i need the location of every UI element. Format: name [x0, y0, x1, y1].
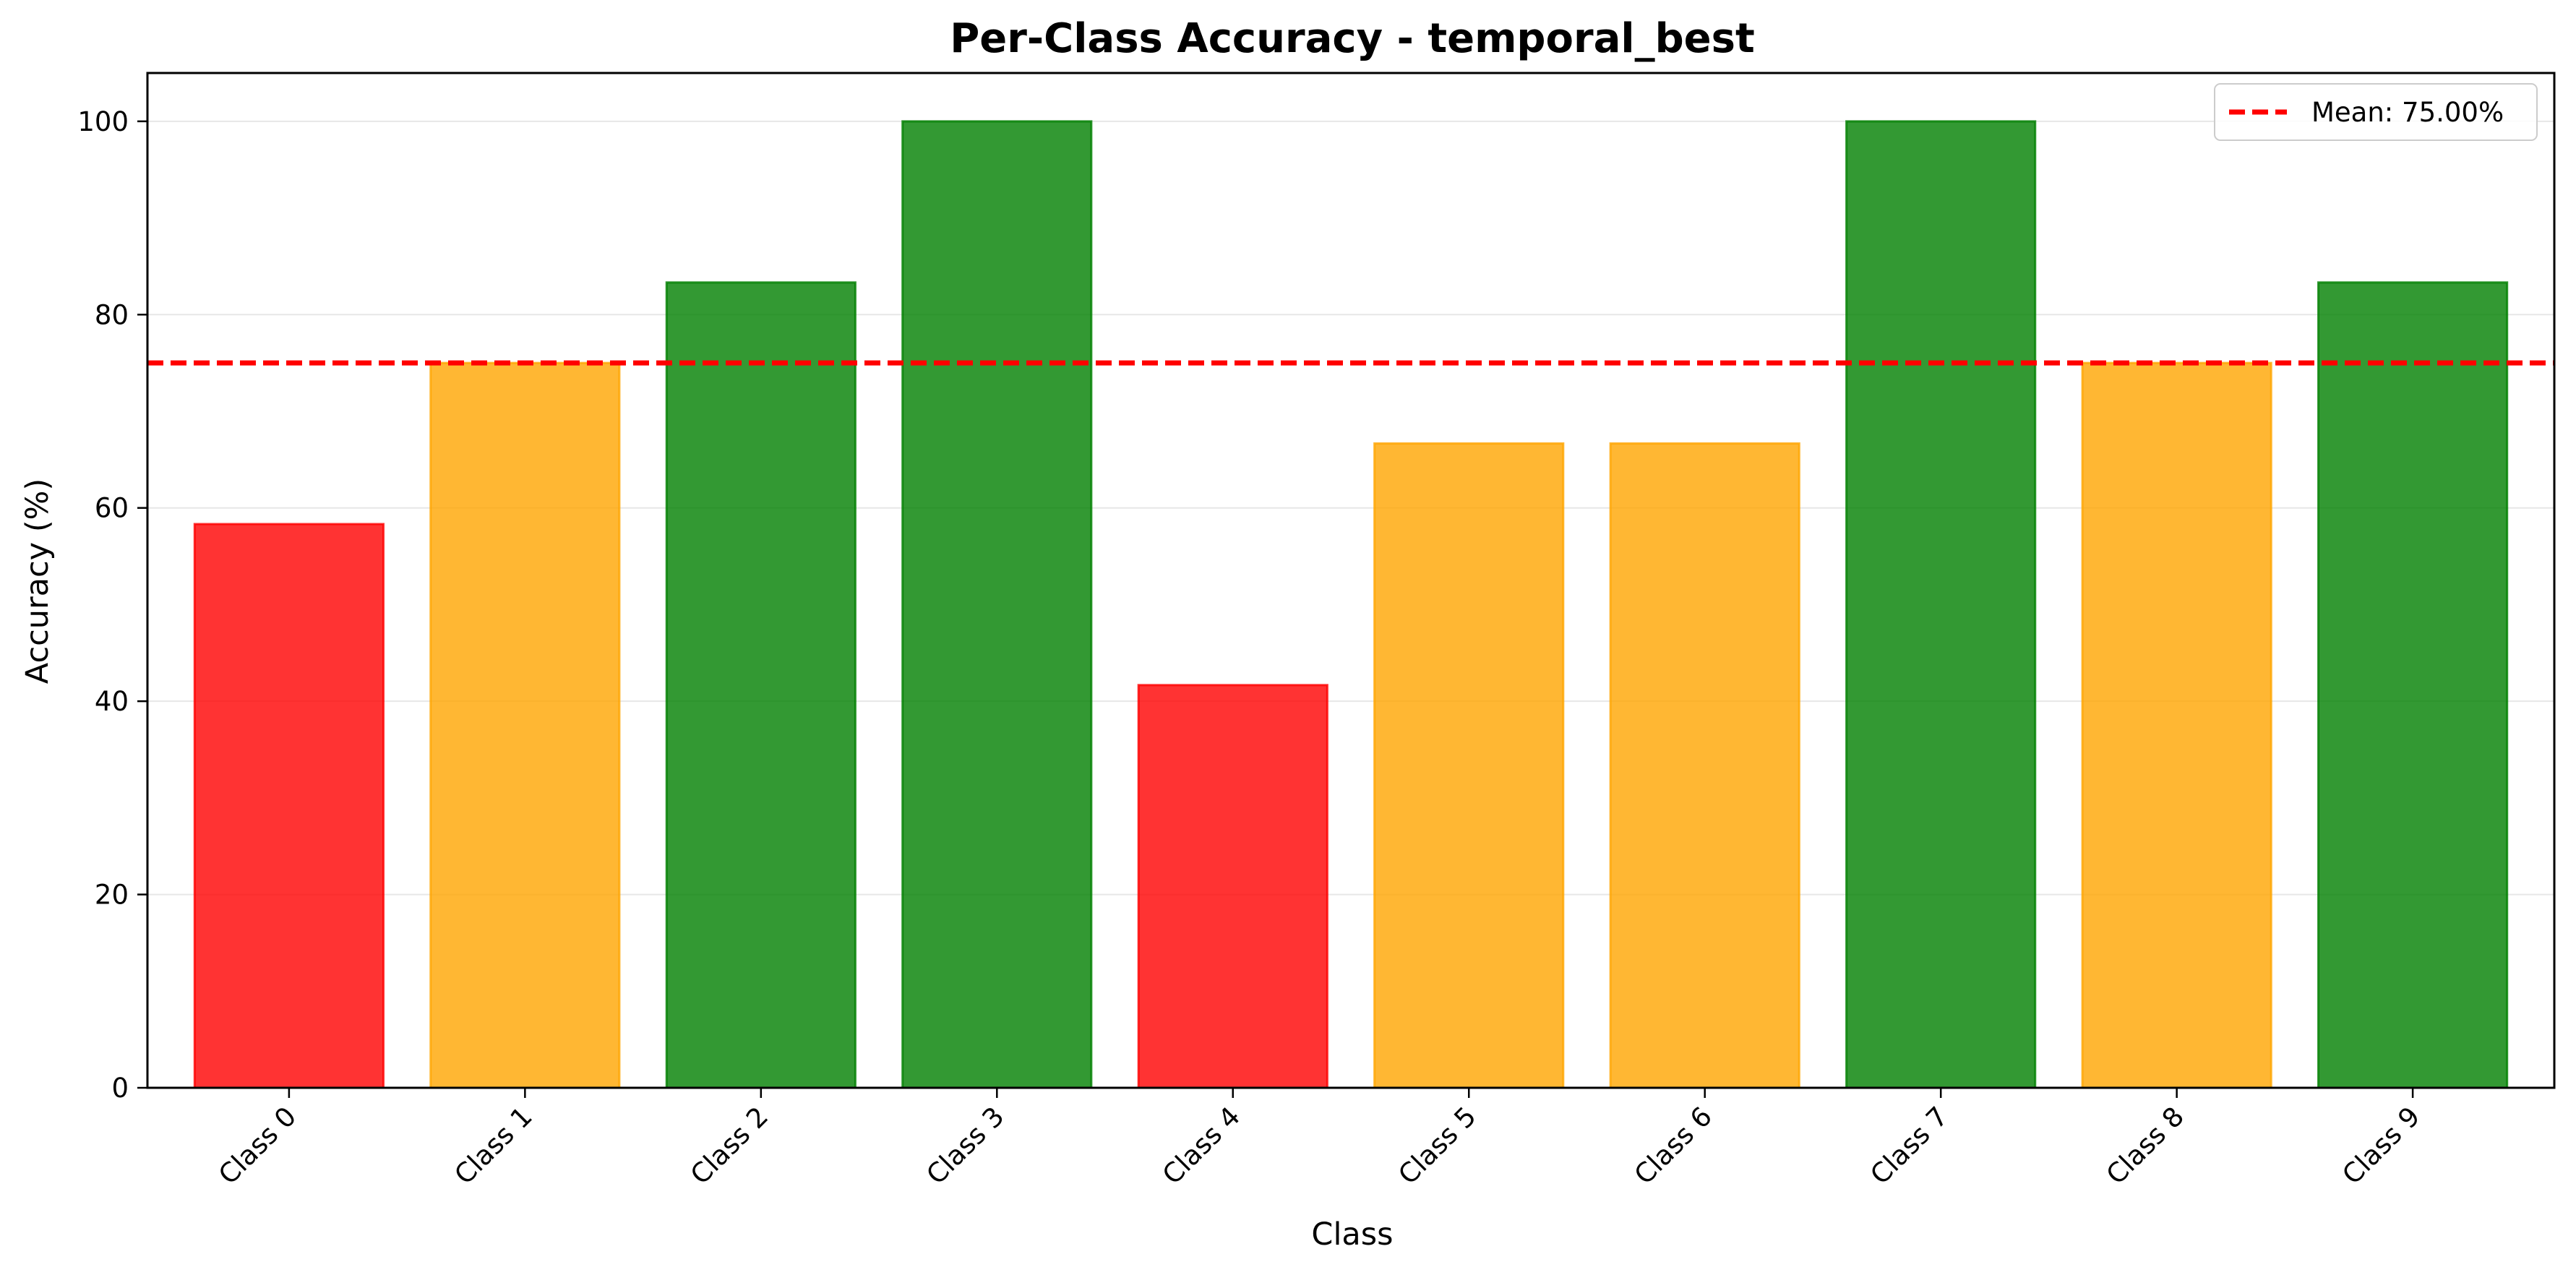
y-tick-label: 20	[95, 880, 129, 911]
y-axis-label: Accuracy (%)	[20, 478, 56, 684]
plot-frame	[146, 72, 2556, 1089]
y-tick-label: 100	[77, 106, 129, 137]
bar-class-8	[2081, 361, 2272, 1089]
legend: Mean: 75.00%	[2214, 83, 2538, 141]
bar-class-3	[901, 120, 1093, 1089]
bars	[193, 120, 2509, 1089]
chart-title: Per-Class Accuracy - temporal_best	[950, 15, 1755, 62]
bar-class-9	[2317, 281, 2509, 1089]
x-axis-label: Class	[1311, 1216, 1393, 1253]
bar-class-7	[1845, 120, 2037, 1089]
bar-class-0	[193, 523, 385, 1089]
y-tick-label: 80	[95, 299, 129, 330]
bar-class-6	[1609, 442, 1800, 1089]
y-tick-label: 0	[111, 1073, 129, 1104]
bar-class-2	[665, 281, 856, 1089]
bar-class-5	[1373, 442, 1565, 1089]
bar-class-4	[1137, 684, 1328, 1089]
bar-class-1	[429, 361, 621, 1089]
y-tick-label: 60	[95, 493, 129, 524]
legend-box	[2214, 83, 2538, 141]
y-tick-label: 40	[95, 686, 129, 717]
legend-label-mean: Mean: 75.00%	[2311, 97, 2504, 128]
